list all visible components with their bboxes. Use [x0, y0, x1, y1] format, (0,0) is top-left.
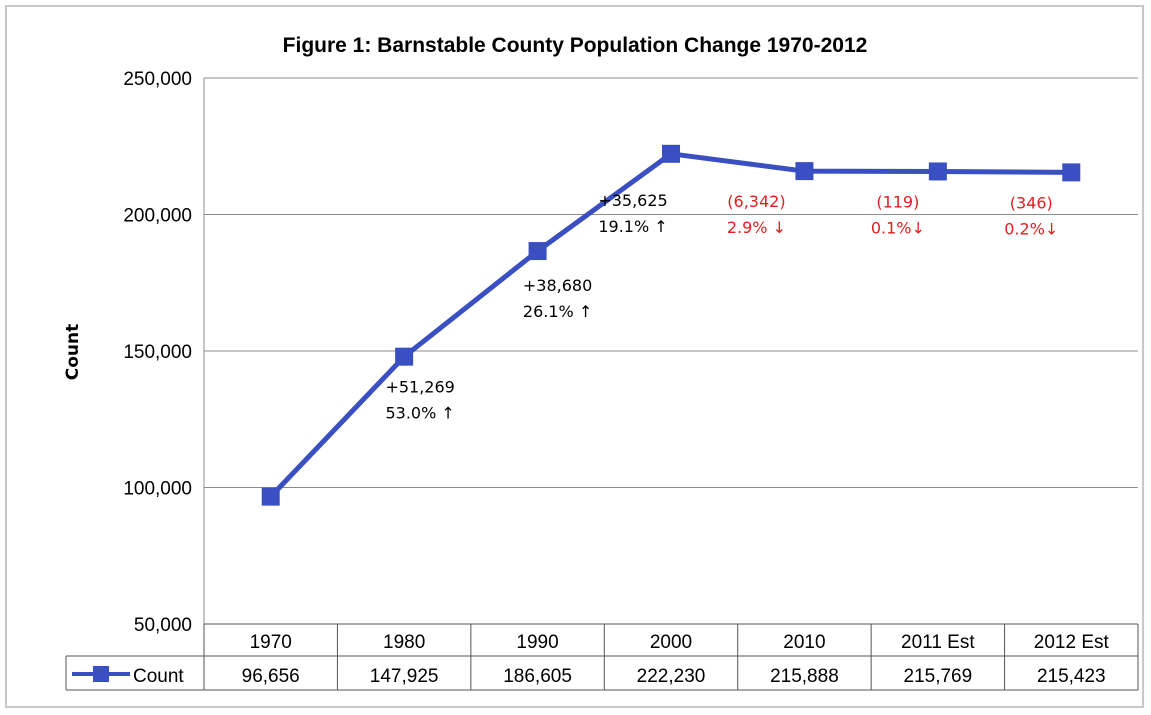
data-point [395, 347, 414, 366]
data-point [662, 144, 680, 163]
data-label: 215,769 [904, 666, 973, 687]
annotation-label: (119) [876, 192, 919, 211]
x-tick-label: 2012 Est [1034, 632, 1110, 653]
x-tick-label: 1970 [250, 632, 292, 653]
series-line [268, 151, 1072, 499]
annotation-label: 19.1% ↑ [598, 217, 667, 236]
data-label: 96,656 [242, 666, 300, 687]
chart-title: Figure 1: Barnstable County Population C… [283, 34, 868, 57]
chart-frame [5, 5, 1144, 708]
annotation-label: (346) [1010, 193, 1053, 212]
data-label: 147,925 [370, 666, 439, 687]
y-axis-label: Count [63, 324, 83, 381]
change-annotations: +51,269 53.0% ↑ +38,680 26.1% ↑ +35,625 19.1%… [385, 191, 1058, 423]
data-point [1062, 163, 1081, 182]
legend-marker [93, 666, 109, 682]
x-tick-label: 2000 [650, 632, 692, 653]
x-tick-label: 1990 [516, 632, 558, 653]
annotation-label: 0.2%↓ [1004, 219, 1058, 238]
data-table: 1970 1980 1990 2000 2010 2011 Est 2012 Est 96,6… [65, 623, 1139, 691]
data-label: 222,230 [637, 666, 706, 687]
y-tick-label: 150,000 [123, 342, 192, 363]
data-point [528, 242, 547, 261]
legend-label: Count [133, 666, 184, 687]
x-tick-label: 2011 Est [901, 632, 975, 653]
annotation-label: (6,342) [727, 192, 785, 211]
annotation-label: +38,680 [523, 276, 592, 295]
annotation-label: 2.9% ↓ [727, 218, 786, 237]
y-tick-label: 200,000 [123, 206, 192, 227]
data-point [795, 162, 814, 181]
data-point [928, 162, 947, 181]
annotation-label: 53.0% ↑ [385, 404, 454, 423]
data-label: 186,605 [503, 666, 572, 687]
y-tick-label: 100,000 [123, 479, 192, 500]
y-tick-label: 50,000 [134, 615, 192, 636]
data-point [261, 487, 280, 506]
y-tick-label: 250,000 [123, 69, 192, 90]
annotation-label: +35,625 [598, 191, 667, 210]
data-label: 215,888 [770, 666, 839, 687]
series-count [261, 144, 1081, 506]
data-label: 215,423 [1037, 666, 1106, 687]
annotation-label: 26.1% ↑ [523, 302, 592, 321]
x-tick-label: 2010 [783, 632, 825, 653]
annotation-label: 0.1%↓ [871, 218, 925, 237]
annotation-label: +51,269 [385, 378, 454, 397]
y-axis-ticks: 50,000 100,000 150,000 200,000 250,000 [123, 69, 192, 636]
x-tick-label: 1980 [383, 632, 425, 653]
